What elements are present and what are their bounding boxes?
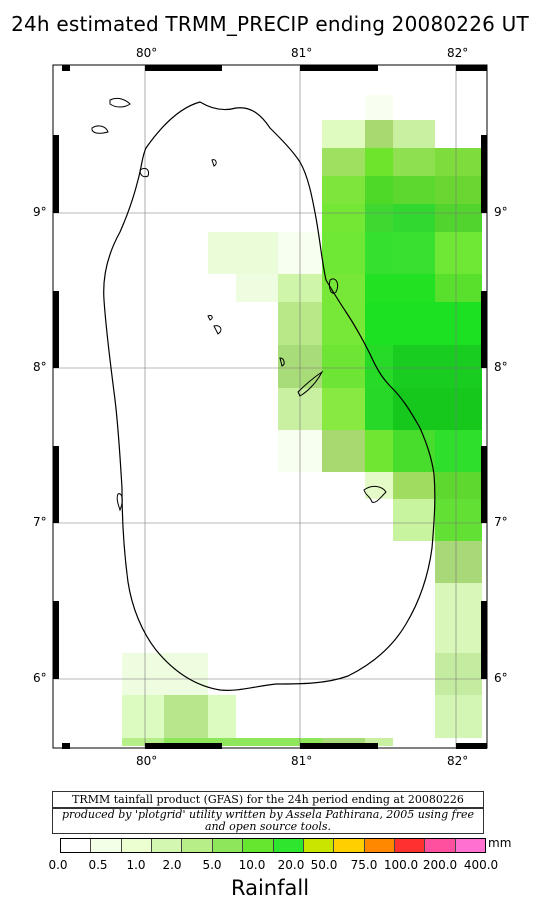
rainfall-grid — [122, 95, 482, 746]
map-title: 24h estimated TRMM_PRECIP ending 2008022… — [11, 12, 529, 36]
lon-label-81-bottom: 81° — [291, 754, 313, 768]
legend-swatch — [61, 839, 92, 852]
lat-label-8-left: 8° — [33, 360, 47, 374]
legend-unit: mm — [488, 836, 512, 850]
credit-caption: produced by 'plotgrid' utility written b… — [52, 808, 484, 834]
legend-swatch — [152, 839, 183, 852]
legend-swatch — [455, 839, 486, 852]
legend-tick-label: 1.0 — [126, 858, 146, 872]
lat-label-7-right: 7° — [494, 515, 508, 529]
product-caption: TRMM tainfall product (GFAS) for the 24h… — [52, 791, 484, 808]
legend-swatch — [394, 839, 426, 852]
lon-label-82-top: 82° — [447, 46, 469, 60]
legend-tick-label: 2.0 — [162, 858, 182, 872]
legend-swatch — [334, 839, 365, 852]
legend-swatch — [212, 839, 244, 852]
legend-tick-label: 10.0 — [238, 858, 266, 872]
legend-swatch — [364, 839, 395, 852]
legend-tick-label: 50.0 — [310, 858, 338, 872]
lat-label-6-right: 6° — [494, 671, 508, 685]
legend-swatch — [243, 839, 274, 852]
legend-tick-label: 75.0 — [350, 858, 378, 872]
legend-swatch — [91, 839, 122, 852]
lat-label-7-left: 7° — [33, 515, 47, 529]
legend-swatch — [425, 839, 456, 852]
lat-label-8-right: 8° — [494, 360, 508, 374]
rainfall-legend — [60, 838, 486, 853]
rainfall-map — [52, 64, 488, 749]
legend-swatch — [182, 839, 213, 852]
lon-label-82-bottom: 82° — [447, 754, 469, 768]
lon-label-81-top: 81° — [291, 46, 313, 60]
legend-tick-label: 5.0 — [202, 858, 222, 872]
lat-label-9-left: 9° — [33, 205, 47, 219]
legend-swatch — [121, 839, 153, 852]
legend-tick-label: 200.0 — [422, 858, 458, 872]
lon-label-80-bottom: 80° — [136, 754, 158, 768]
legend-tick-label: 0.0 — [48, 858, 68, 872]
legend-swatch — [273, 839, 304, 852]
lat-label-9-right: 9° — [494, 205, 508, 219]
legend-tick-label: 20.0 — [277, 858, 305, 872]
legend-tick-label: 0.5 — [88, 858, 108, 872]
legend-tick-label: 400.0 — [463, 858, 499, 872]
lon-label-80-top: 80° — [136, 46, 158, 60]
legend-swatch — [303, 839, 335, 852]
coastline — [103, 101, 436, 691]
legend-tick-label: 100.0 — [383, 858, 419, 872]
lat-label-6-left: 6° — [33, 671, 47, 685]
legend-title: Rainfall — [230, 876, 310, 900]
